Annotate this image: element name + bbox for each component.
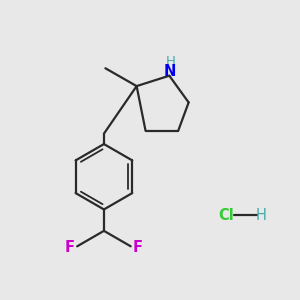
Text: F: F	[133, 240, 143, 255]
Text: Cl: Cl	[218, 208, 234, 223]
Text: H: H	[256, 208, 267, 223]
Text: H: H	[166, 55, 176, 68]
Text: N: N	[163, 64, 176, 79]
Text: F: F	[65, 240, 75, 255]
